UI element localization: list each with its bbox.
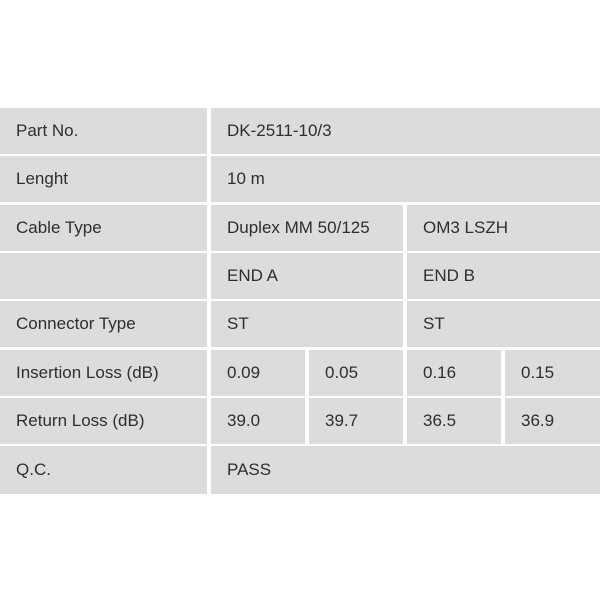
insertion-loss-value: 0.05: [309, 350, 403, 396]
end-a-header: END A: [211, 253, 403, 299]
connector-type-label: Connector Type: [0, 301, 207, 347]
part-no-label: Part No.: [0, 108, 207, 154]
length-value: 10 m: [211, 156, 600, 202]
cable-type-label: Cable Type: [0, 205, 207, 251]
ends-blank-label: [0, 253, 207, 299]
cable-type-value-a: Duplex MM 50/125: [211, 205, 403, 251]
return-loss-value: 36.5: [407, 398, 501, 444]
connector-type-end-b: ST: [407, 301, 600, 347]
qc-label: Q.C.: [0, 446, 207, 494]
return-loss-value: 36.9: [505, 398, 600, 444]
insertion-loss-value: 0.16: [407, 350, 501, 396]
qc-value: PASS: [211, 446, 600, 494]
end-b-header: END B: [407, 253, 600, 299]
cable-type-value-b: OM3 LSZH: [407, 205, 600, 251]
return-loss-value: 39.7: [309, 398, 403, 444]
insertion-loss-value: 0.09: [211, 350, 305, 396]
insertion-loss-label: Insertion Loss (dB): [0, 350, 207, 396]
length-label: Lenght: [0, 156, 207, 202]
part-no-value: DK-2511-10/3: [211, 108, 600, 154]
return-loss-value: 39.0: [211, 398, 305, 444]
return-loss-label: Return Loss (dB): [0, 398, 207, 444]
insertion-loss-value: 0.15: [505, 350, 600, 396]
connector-type-end-a: ST: [211, 301, 403, 347]
